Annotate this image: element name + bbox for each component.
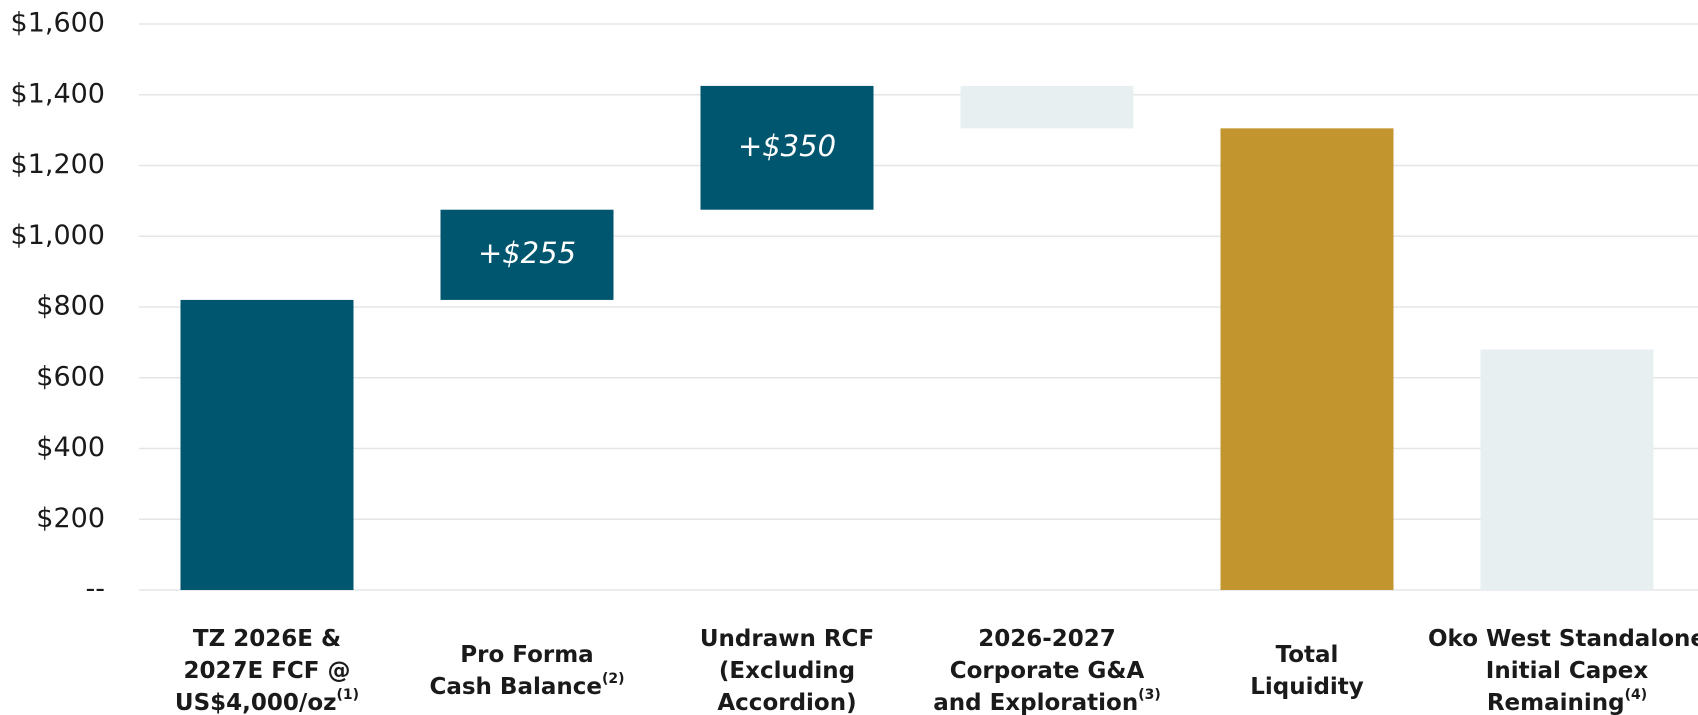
x-tick-line: (Excluding [719, 658, 855, 684]
y-tick-label: $600 [36, 361, 105, 392]
x-tick-line: Oko West Standalone [1428, 626, 1698, 652]
x-tick-label: Liquidity [1250, 674, 1364, 700]
x-tick-line: Total [1276, 642, 1339, 668]
y-tick-label: $1,200 [11, 149, 105, 180]
footnote-mark: (3) [1138, 687, 1161, 703]
x-tick-line: US$4,000/oz [175, 690, 337, 715]
x-tick-label: Oko West Standalone [1428, 626, 1698, 652]
bar [1480, 349, 1654, 590]
x-tick-line: Remaining [1487, 690, 1625, 715]
footnote-mark: (4) [1625, 687, 1648, 703]
x-tick-label: 2027E FCF @ [183, 658, 350, 684]
y-tick-label: $1,000 [11, 220, 105, 251]
x-tick-line: Initial Capex [1486, 658, 1649, 684]
x-tick-line: Corporate G&A [950, 658, 1145, 684]
x-tick-label: Cash Balance(2) [429, 671, 624, 700]
bar [440, 209, 614, 300]
x-tick-line: 2027E FCF @ [183, 658, 350, 684]
y-tick-label: $1,600 [11, 8, 105, 39]
x-tick-label: Remaining(4) [1487, 687, 1647, 715]
x-tick-label: Accordion) [717, 690, 856, 715]
footnote-mark: (1) [337, 687, 360, 703]
bar [700, 85, 874, 210]
footnote-mark: (2) [602, 671, 625, 687]
x-tick-line: and Exploration [933, 690, 1138, 715]
bar [960, 85, 1134, 129]
x-tick-line: Liquidity [1250, 674, 1364, 700]
x-tick-line: 2026-2027 [978, 626, 1116, 652]
x-tick-label: US$4,000/oz(1) [175, 687, 359, 715]
y-tick-label: -- [86, 574, 106, 605]
x-tick-label: Corporate G&A [950, 658, 1145, 684]
x-tick-label: Total [1276, 642, 1339, 668]
value-label: +$350 [738, 129, 836, 163]
x-tick-line: Cash Balance [429, 674, 602, 700]
y-tick-label: $400 [36, 432, 105, 463]
x-tick-label: (Excluding [719, 658, 855, 684]
x-tick-line: Undrawn RCF [700, 626, 874, 652]
y-tick-label: $200 [36, 503, 105, 534]
x-tick-line: Accordion) [717, 690, 856, 715]
x-tick-label: Pro Forma [460, 642, 593, 668]
value-label: +$255 [478, 236, 576, 270]
x-tick-label: 2026-2027 [978, 626, 1116, 652]
y-tick-label: $1,400 [11, 78, 105, 109]
x-tick-label: Initial Capex [1486, 658, 1649, 684]
bar [1220, 128, 1394, 590]
x-tick-line: TZ 2026E & [193, 626, 341, 652]
x-tick-line: Pro Forma [460, 642, 593, 668]
x-tick-label: TZ 2026E & [193, 626, 341, 652]
y-tick-label: $800 [36, 291, 105, 322]
x-tick-label: Undrawn RCF [700, 626, 874, 652]
x-tick-label: and Exploration(3) [933, 687, 1161, 715]
bar [180, 299, 354, 590]
